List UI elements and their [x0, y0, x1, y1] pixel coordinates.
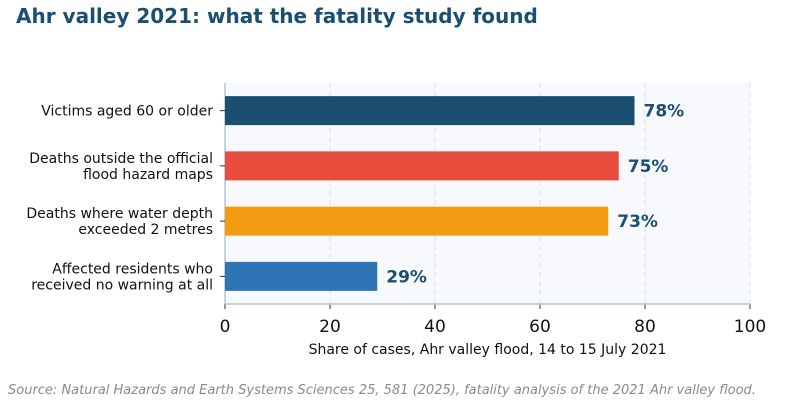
- category-label-line: Deaths where water depth: [26, 206, 213, 222]
- category-label: Deaths where water depth exceeded 2 metre…: [26, 206, 213, 238]
- bar-value-label: 78%: [644, 102, 685, 122]
- chart-title: Ahr valley 2021: what the fatality study…: [16, 4, 538, 28]
- category-label: Affected residents who received no warnin…: [31, 261, 213, 293]
- x-tick-label: 60: [529, 317, 551, 337]
- x-tick-label: 0: [220, 317, 231, 337]
- bar-chart: 0 20 40 60 80 100 78% Victims aged 60 or older 7…: [26, 83, 766, 358]
- bar: [225, 206, 609, 236]
- bar-value-label: 73%: [617, 212, 658, 232]
- category-label-line: received no warning at all: [31, 277, 213, 293]
- x-tick-label: 100: [734, 317, 766, 337]
- category-label-line: Deaths outside the official: [29, 151, 213, 167]
- bar: [225, 261, 378, 291]
- bar: [225, 151, 619, 181]
- x-tick-label: 80: [634, 317, 656, 337]
- category-label: Deaths outside the official flood hazard …: [29, 151, 213, 183]
- x-tick-label: 40: [424, 317, 446, 337]
- category-label-line: exceeded 2 metres: [78, 222, 213, 238]
- x-tick-label: 20: [319, 317, 341, 337]
- bar-value-label: 29%: [386, 267, 427, 287]
- category-label-line: Affected residents who: [52, 261, 213, 277]
- category-label: Victims aged 60 or older: [41, 104, 213, 120]
- x-axis-label: Share of cases, Ahr valley flood, 14 to …: [309, 342, 667, 358]
- source-note: Source: Natural Hazards and Earth System…: [8, 383, 756, 398]
- bar-value-label: 75%: [628, 157, 669, 177]
- category-label-line: Victims aged 60 or older: [41, 104, 213, 120]
- bar: [225, 96, 635, 126]
- category-label-line: flood hazard maps: [83, 167, 213, 183]
